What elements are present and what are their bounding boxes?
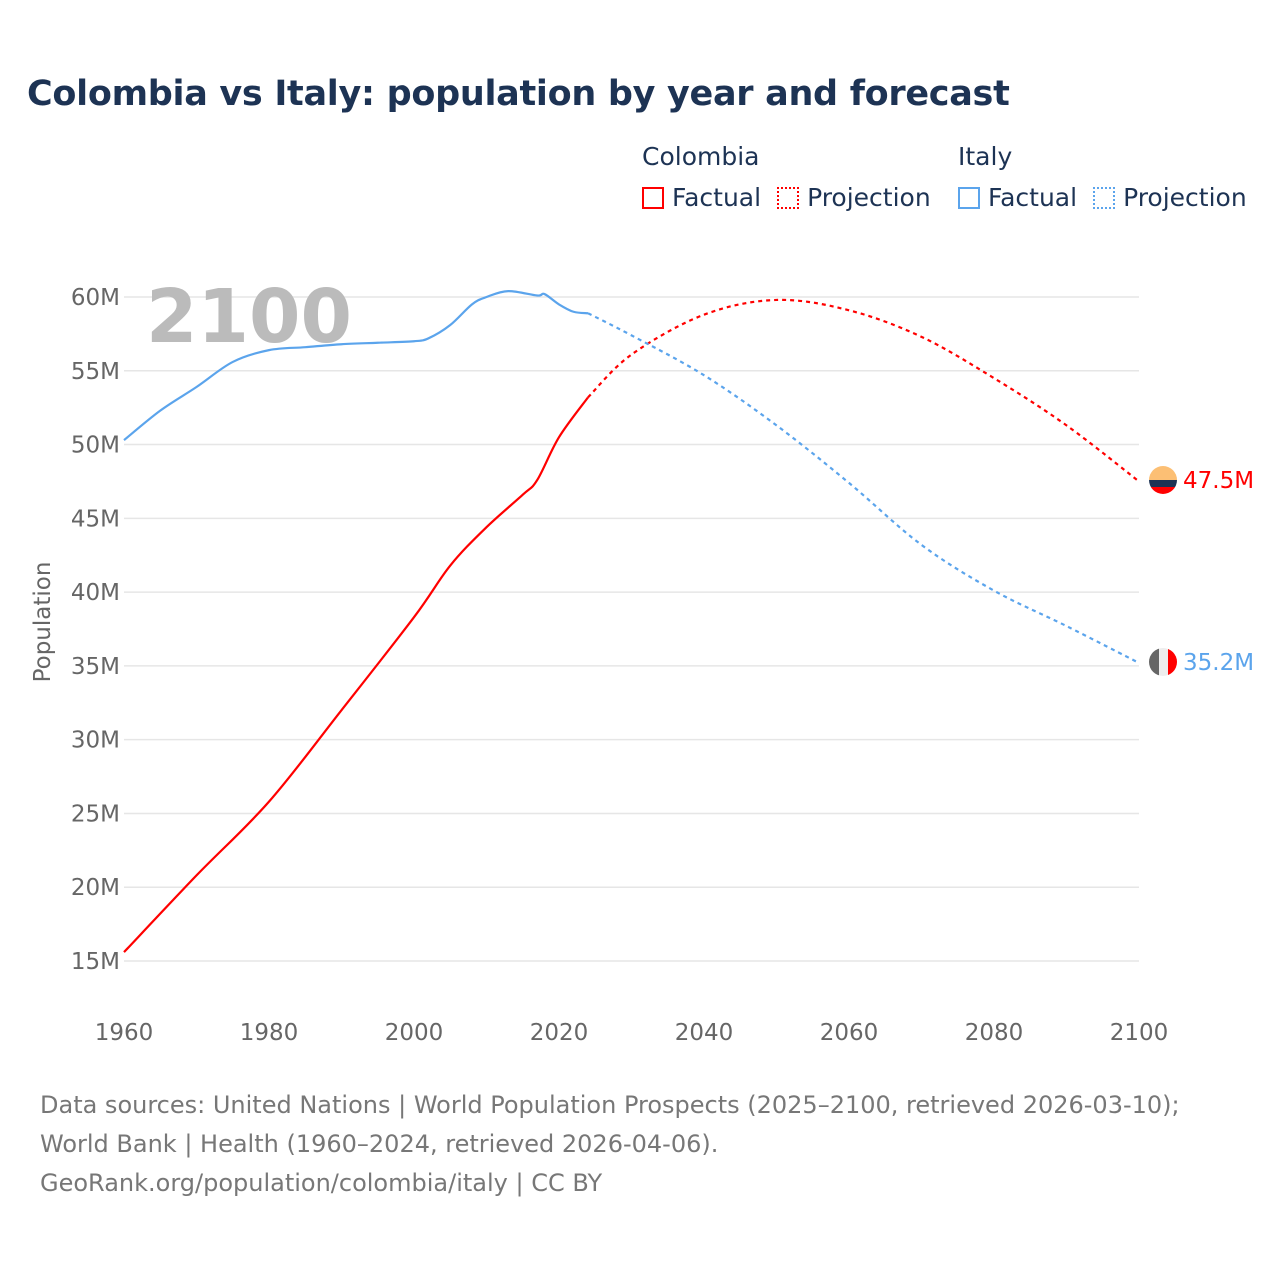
- data-sources: Data sources: United Nations | World Pop…: [40, 1091, 1180, 1158]
- attribution-link[interactable]: GeoRank.org/population/colombia/italy | …: [40, 1169, 603, 1197]
- x-tick-label: 1980: [240, 1020, 299, 1046]
- footer: Data sources: United Nations | World Pop…: [40, 1086, 1240, 1203]
- legend-label: Projection: [807, 183, 931, 212]
- y-tick-label: 45M: [71, 506, 120, 532]
- italy-factual-line: [123, 289, 589, 441]
- colombia-projection-line: [587, 298, 1140, 483]
- y-tick-label: 25M: [71, 801, 120, 827]
- y-tick-label: 55M: [71, 359, 120, 385]
- y-tick-label: 20M: [71, 875, 120, 901]
- legend-colombia: Colombia Factual Projection: [642, 142, 947, 212]
- legend-colombia-factual[interactable]: Factual: [642, 183, 761, 212]
- legend-label: Factual: [672, 183, 762, 212]
- legend-colombia-projection[interactable]: Projection: [777, 183, 931, 212]
- y-tick-label: 30M: [71, 728, 120, 754]
- x-tick-label: 2060: [820, 1020, 879, 1046]
- y-axis-label: Population: [30, 562, 56, 683]
- y-tick-label: 40M: [71, 580, 120, 606]
- y-tick-label: 15M: [71, 949, 120, 975]
- x-tick-label: 2040: [675, 1020, 734, 1046]
- x-tick-label: 2020: [530, 1020, 589, 1046]
- legend-label: Factual: [988, 183, 1078, 212]
- legend-italy: Italy Factual Projection: [958, 142, 1263, 212]
- colombia-flag-icon: [1149, 466, 1177, 494]
- x-tick-label: 1960: [95, 1020, 154, 1046]
- y-tick-label: 35M: [71, 654, 120, 680]
- x-tick-label: 2100: [1110, 1020, 1169, 1046]
- italy-projection-line: [587, 312, 1140, 664]
- x-tick-label: 2080: [965, 1020, 1024, 1046]
- italy-end-label: 35.2M: [1183, 650, 1254, 676]
- legend-group-label: Italy: [958, 142, 1013, 171]
- legend-label: Projection: [1123, 183, 1247, 212]
- y-tick-label: 50M: [71, 433, 120, 459]
- legend-italy-projection[interactable]: Projection: [1093, 183, 1247, 212]
- legend-swatch-solid: [642, 186, 664, 209]
- legend-group-label: Colombia: [642, 142, 760, 171]
- legend-italy-factual[interactable]: Factual: [958, 183, 1077, 212]
- y-tick-label: 60M: [71, 285, 120, 311]
- year-overlay: 2100: [146, 274, 352, 360]
- legend-swatch-dotted: [777, 186, 800, 209]
- x-tick-label: 2000: [385, 1020, 444, 1046]
- legend-swatch-solid: [958, 186, 980, 209]
- legend-swatch-dotted: [1093, 186, 1116, 209]
- italy-flag-icon: [1149, 648, 1177, 676]
- chart-title: Colombia vs Italy: population by year an…: [27, 74, 1010, 114]
- colombia-end-label: 47.5M: [1183, 468, 1254, 494]
- colombia-factual-line: [123, 396, 589, 953]
